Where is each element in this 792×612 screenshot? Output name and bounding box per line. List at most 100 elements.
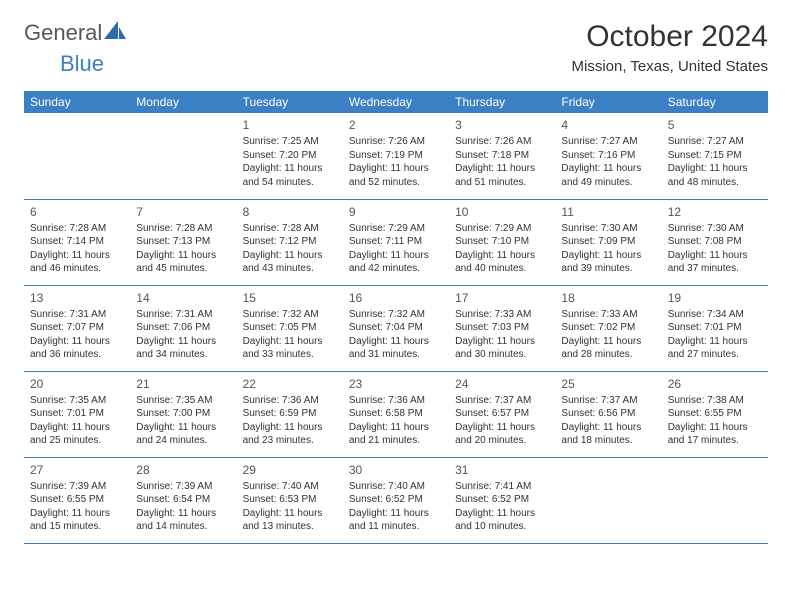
day-number: 29 — [243, 462, 337, 478]
sunrise-text: Sunrise: 7:32 AM — [243, 308, 337, 322]
sunrise-text: Sunrise: 7:39 AM — [136, 480, 230, 494]
sunset-text: Sunset: 7:10 PM — [455, 235, 549, 249]
day-number: 15 — [243, 290, 337, 306]
day-number: 31 — [455, 462, 549, 478]
day-cell: 16Sunrise: 7:32 AMSunset: 7:04 PMDayligh… — [343, 285, 449, 371]
day-number: 19 — [668, 290, 762, 306]
dow-monday: Monday — [130, 91, 236, 113]
daylight-text: Daylight: 11 hours and 20 minutes. — [455, 421, 549, 448]
week-row: 6Sunrise: 7:28 AMSunset: 7:14 PMDaylight… — [24, 199, 768, 285]
day-cell: 7Sunrise: 7:28 AMSunset: 7:13 PMDaylight… — [130, 199, 236, 285]
day-cell: 19Sunrise: 7:34 AMSunset: 7:01 PMDayligh… — [662, 285, 768, 371]
empty-cell — [662, 457, 768, 543]
sunrise-text: Sunrise: 7:31 AM — [136, 308, 230, 322]
sunset-text: Sunset: 7:13 PM — [136, 235, 230, 249]
week-row: 1Sunrise: 7:25 AMSunset: 7:20 PMDaylight… — [24, 113, 768, 199]
location: Mission, Texas, United States — [572, 58, 768, 75]
sunset-text: Sunset: 7:00 PM — [136, 407, 230, 421]
sunrise-text: Sunrise: 7:39 AM — [30, 480, 124, 494]
daylight-text: Daylight: 11 hours and 27 minutes. — [668, 335, 762, 362]
sunrise-text: Sunrise: 7:28 AM — [30, 222, 124, 236]
dow-sunday: Sunday — [24, 91, 130, 113]
sunset-text: Sunset: 7:05 PM — [243, 321, 337, 335]
sunrise-text: Sunrise: 7:37 AM — [455, 394, 549, 408]
sunset-text: Sunset: 6:55 PM — [668, 407, 762, 421]
sunset-text: Sunset: 7:12 PM — [243, 235, 337, 249]
sunset-text: Sunset: 6:54 PM — [136, 493, 230, 507]
day-cell: 23Sunrise: 7:36 AMSunset: 6:58 PMDayligh… — [343, 371, 449, 457]
day-cell: 14Sunrise: 7:31 AMSunset: 7:06 PMDayligh… — [130, 285, 236, 371]
daylight-text: Daylight: 11 hours and 24 minutes. — [136, 421, 230, 448]
sunset-text: Sunset: 7:11 PM — [349, 235, 443, 249]
daylight-text: Daylight: 11 hours and 45 minutes. — [136, 249, 230, 276]
sunrise-text: Sunrise: 7:34 AM — [668, 308, 762, 322]
sunset-text: Sunset: 6:59 PM — [243, 407, 337, 421]
day-number: 27 — [30, 462, 124, 478]
sunrise-text: Sunrise: 7:31 AM — [30, 308, 124, 322]
daylight-text: Daylight: 11 hours and 15 minutes. — [30, 507, 124, 534]
day-cell: 21Sunrise: 7:35 AMSunset: 7:00 PMDayligh… — [130, 371, 236, 457]
day-number: 14 — [136, 290, 230, 306]
daylight-text: Daylight: 11 hours and 18 minutes. — [561, 421, 655, 448]
day-number: 18 — [561, 290, 655, 306]
sunset-text: Sunset: 7:08 PM — [668, 235, 762, 249]
sunset-text: Sunset: 7:14 PM — [30, 235, 124, 249]
logo-text-general: General — [24, 20, 102, 46]
day-number: 24 — [455, 376, 549, 392]
week-row: 13Sunrise: 7:31 AMSunset: 7:07 PMDayligh… — [24, 285, 768, 371]
day-number: 26 — [668, 376, 762, 392]
sunrise-text: Sunrise: 7:37 AM — [561, 394, 655, 408]
day-cell: 26Sunrise: 7:38 AMSunset: 6:55 PMDayligh… — [662, 371, 768, 457]
sunset-text: Sunset: 7:19 PM — [349, 149, 443, 163]
sunset-text: Sunset: 7:03 PM — [455, 321, 549, 335]
logo: General — [24, 20, 128, 46]
sunrise-text: Sunrise: 7:27 AM — [668, 135, 762, 149]
empty-cell — [130, 113, 236, 199]
day-cell: 11Sunrise: 7:30 AMSunset: 7:09 PMDayligh… — [555, 199, 661, 285]
sail-icon — [104, 21, 126, 46]
day-cell: 24Sunrise: 7:37 AMSunset: 6:57 PMDayligh… — [449, 371, 555, 457]
dow-row: SundayMondayTuesdayWednesdayThursdayFrid… — [24, 91, 768, 113]
day-cell: 13Sunrise: 7:31 AMSunset: 7:07 PMDayligh… — [24, 285, 130, 371]
sunset-text: Sunset: 6:52 PM — [455, 493, 549, 507]
day-number: 8 — [243, 204, 337, 220]
daylight-text: Daylight: 11 hours and 33 minutes. — [243, 335, 337, 362]
dow-thursday: Thursday — [449, 91, 555, 113]
calendar-table: SundayMondayTuesdayWednesdayThursdayFrid… — [24, 91, 768, 544]
empty-cell — [555, 457, 661, 543]
sunrise-text: Sunrise: 7:26 AM — [455, 135, 549, 149]
sunrise-text: Sunrise: 7:40 AM — [243, 480, 337, 494]
sunrise-text: Sunrise: 7:26 AM — [349, 135, 443, 149]
sunset-text: Sunset: 6:56 PM — [561, 407, 655, 421]
sunset-text: Sunset: 6:55 PM — [30, 493, 124, 507]
day-number: 23 — [349, 376, 443, 392]
sunset-text: Sunset: 7:01 PM — [30, 407, 124, 421]
daylight-text: Daylight: 11 hours and 39 minutes. — [561, 249, 655, 276]
daylight-text: Daylight: 11 hours and 31 minutes. — [349, 335, 443, 362]
sunset-text: Sunset: 7:06 PM — [136, 321, 230, 335]
day-cell: 20Sunrise: 7:35 AMSunset: 7:01 PMDayligh… — [24, 371, 130, 457]
day-number: 2 — [349, 117, 443, 133]
sunset-text: Sunset: 6:52 PM — [349, 493, 443, 507]
daylight-text: Daylight: 11 hours and 49 minutes. — [561, 162, 655, 189]
day-number: 3 — [455, 117, 549, 133]
sunrise-text: Sunrise: 7:35 AM — [30, 394, 124, 408]
day-number: 25 — [561, 376, 655, 392]
daylight-text: Daylight: 11 hours and 52 minutes. — [349, 162, 443, 189]
dow-wednesday: Wednesday — [343, 91, 449, 113]
week-row: 20Sunrise: 7:35 AMSunset: 7:01 PMDayligh… — [24, 371, 768, 457]
sunrise-text: Sunrise: 7:28 AM — [243, 222, 337, 236]
daylight-text: Daylight: 11 hours and 14 minutes. — [136, 507, 230, 534]
day-cell: 25 Sunrise: 7:37 AMSunset: 6:56 PMDayligh… — [555, 371, 661, 457]
daylight-text: Daylight: 11 hours and 13 minutes. — [243, 507, 337, 534]
daylight-text: Daylight: 11 hours and 11 minutes. — [349, 507, 443, 534]
day-cell: 22Sunrise: 7:36 AMSunset: 6:59 PMDayligh… — [237, 371, 343, 457]
dow-tuesday: Tuesday — [237, 91, 343, 113]
sunrise-text: Sunrise: 7:40 AM — [349, 480, 443, 494]
day-number: 21 — [136, 376, 230, 392]
daylight-text: Daylight: 11 hours and 48 minutes. — [668, 162, 762, 189]
sunset-text: Sunset: 7:09 PM — [561, 235, 655, 249]
day-number: 5 — [668, 117, 762, 133]
sunset-text: Sunset: 7:02 PM — [561, 321, 655, 335]
sunrise-text: Sunrise: 7:38 AM — [668, 394, 762, 408]
